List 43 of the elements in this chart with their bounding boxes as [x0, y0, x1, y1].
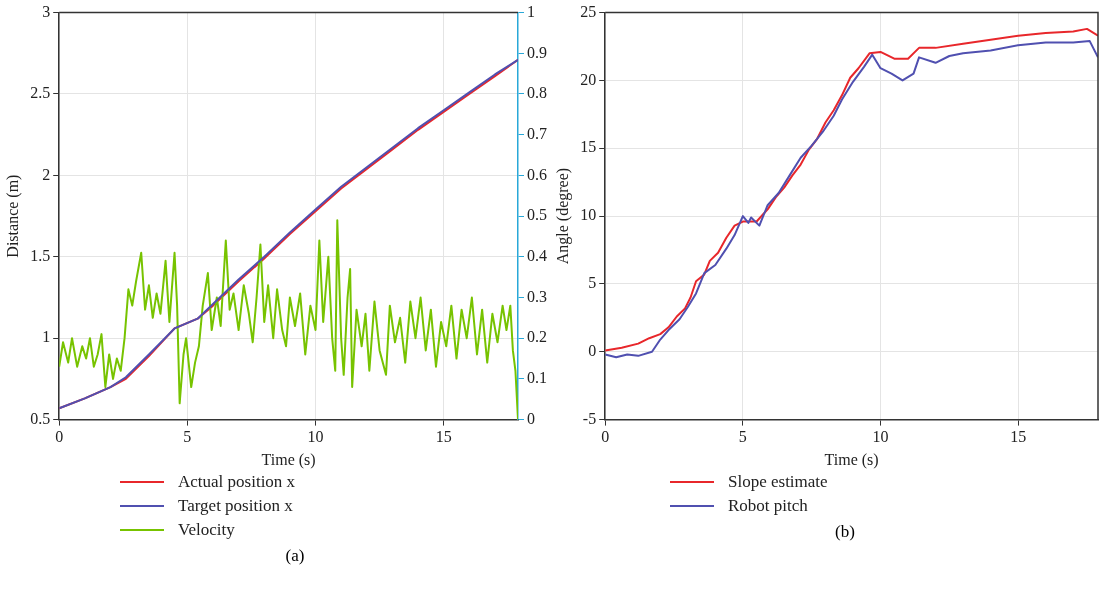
x-tick-label: 15 — [1010, 428, 1027, 446]
x-tick-label: 10 — [872, 428, 889, 446]
legend-label: Actual position x — [178, 472, 296, 492]
y-tick-label: 15 — [580, 138, 597, 156]
y2-tick-label: 0.6 — [527, 165, 547, 183]
y-tick-label: 10 — [580, 206, 597, 224]
y2-tick-label: 0.8 — [527, 84, 547, 102]
text: (b) — [834, 522, 856, 542]
y-tick-label: 2 — [42, 165, 51, 183]
y2-tick-label: 1 — [527, 2, 535, 20]
y-tick-label: 0.5 — [30, 409, 51, 427]
y2-tick-label: 0.5 — [527, 206, 547, 224]
y2-tick-label: 0.1 — [527, 369, 547, 387]
x-axis-title: Time (s) — [824, 450, 879, 469]
y2-tick-label: 0.2 — [527, 328, 547, 346]
y-tick-label: 25 — [580, 2, 597, 20]
y2-tick-label: 0 — [527, 409, 535, 427]
x-tick-label: 0 — [601, 428, 610, 446]
y-tick-label: 2.5 — [30, 84, 51, 102]
y-axis-title: Distance (m) — [3, 174, 22, 258]
y2-tick-label: 0.7 — [527, 124, 547, 142]
x-tick-label: 0 — [55, 428, 64, 446]
y2-tick-label: 0.4 — [527, 247, 547, 264]
y-tick-label: 1 — [42, 328, 51, 346]
text: (a) — [284, 546, 306, 566]
legend-label: Velocity — [178, 520, 235, 540]
legend-label: Slope estimate — [728, 472, 828, 492]
y-tick-label: 3 — [42, 2, 51, 20]
y2-tick-label: 0.9 — [527, 43, 547, 61]
x-tick-label: 5 — [738, 428, 747, 446]
legend-label: Target position x — [178, 496, 293, 516]
y2-tick-label: 0.3 — [527, 287, 547, 305]
x-tick-label: 15 — [435, 428, 452, 446]
y-tick-label: 5 — [588, 274, 597, 292]
x-axis-title: Time (s) — [261, 450, 316, 469]
legend-label: Robot pitch — [728, 496, 808, 516]
x-tick-label: 10 — [307, 428, 324, 446]
x-tick-label: 5 — [183, 428, 192, 446]
y-tick-label: -5 — [582, 409, 597, 427]
y-axis-title: Angle (degree) — [553, 167, 572, 265]
y-tick-label: 1.5 — [30, 247, 51, 264]
y-tick-label: 0 — [588, 341, 597, 359]
y-tick-label: 20 — [580, 70, 597, 88]
